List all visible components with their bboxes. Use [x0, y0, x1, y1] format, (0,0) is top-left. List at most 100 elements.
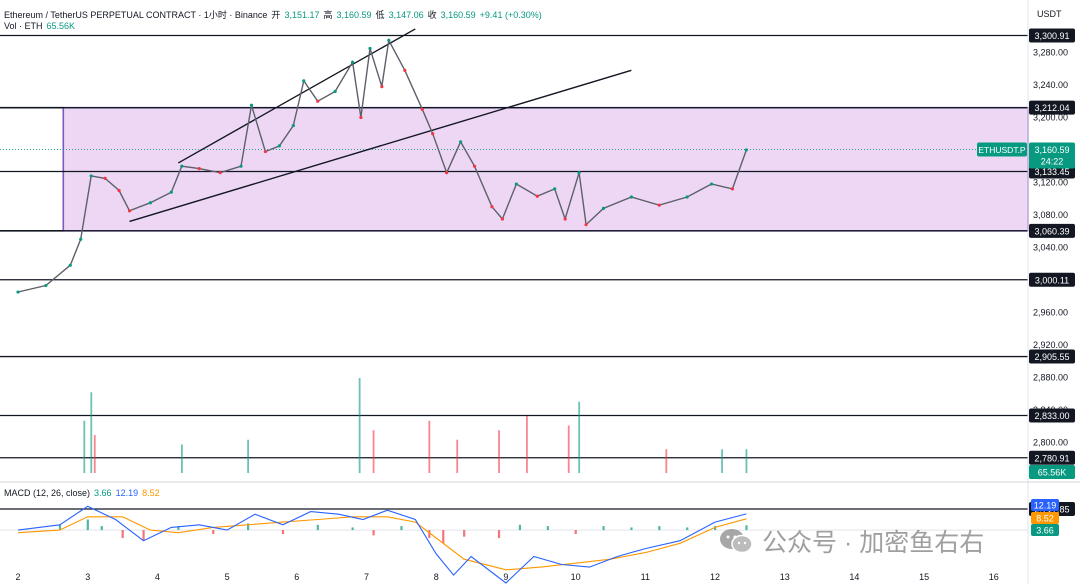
- x-tick-label: 7: [364, 572, 369, 582]
- price-point: [103, 176, 107, 180]
- price-point: [148, 201, 153, 205]
- open-value: 3,151.17: [284, 10, 320, 20]
- price-point: [127, 209, 132, 213]
- price-point: [709, 182, 714, 186]
- level-label-box: [1029, 349, 1075, 364]
- macd-hist-bar: [686, 527, 689, 531]
- price-point: [359, 115, 363, 120]
- level-label-box: [1029, 28, 1075, 43]
- level-label: 3,060.39: [1034, 226, 1069, 236]
- macd-hist-bar: [212, 530, 215, 535]
- macd-line-value: 12.19: [115, 488, 139, 498]
- macd-hist-bar: [372, 530, 375, 536]
- low-value: 3,147.06: [388, 10, 424, 20]
- level-label: 2,780.91: [1034, 453, 1069, 463]
- level-label-box: [1029, 450, 1075, 465]
- macd-hist-bar: [428, 530, 431, 539]
- watermark: 公众号 · 加密鱼右右: [718, 523, 984, 559]
- price-point: [218, 171, 222, 175]
- x-tick-label: 14: [849, 572, 859, 582]
- volume-bar: [90, 392, 93, 473]
- macd-hist-bar: [630, 527, 633, 531]
- macd-value-box: [1031, 524, 1059, 536]
- volume-header: Vol · ETH 65.56K: [4, 21, 79, 31]
- price-point: [553, 187, 557, 191]
- price-point: [249, 103, 254, 107]
- volume-bar: [372, 430, 375, 473]
- level-label: 2,905.55: [1034, 352, 1069, 362]
- price-point: [514, 182, 518, 186]
- price-point: [197, 167, 201, 171]
- macd-line: [17, 505, 747, 584]
- volume-bar: [665, 449, 668, 473]
- price-point: [685, 195, 689, 199]
- change-value: +9.41 (+0.30%): [479, 10, 542, 20]
- macd-hist-bar: [58, 524, 62, 531]
- price-point: [180, 164, 184, 168]
- volume-bar: [247, 439, 250, 473]
- currency-unit[interactable]: USDT: [1037, 9, 1062, 19]
- level-label-box: [1029, 408, 1075, 423]
- chart-header: Ethereum / TetherUS PERPETUAL CONTRACT ·…: [4, 8, 546, 21]
- macd-hist-bar: [142, 530, 145, 541]
- volume-bar: [358, 378, 361, 473]
- price-point: [472, 164, 477, 168]
- price-point: [44, 283, 48, 288]
- y-tick-label: 3,200.00: [1033, 112, 1068, 122]
- x-tick-label: 16: [989, 572, 999, 582]
- level-label-box: [1029, 100, 1075, 115]
- volume-label[interactable]: Vol · ETH: [4, 21, 43, 31]
- level-label: 3,300.91: [1034, 31, 1069, 41]
- price-point: [601, 206, 606, 210]
- trendline: [129, 69, 632, 223]
- level-label: 3,133.45: [1034, 167, 1069, 177]
- watermark-text: 公众号 · 加密鱼右右: [762, 529, 985, 557]
- macd-hist-bar: [714, 526, 717, 531]
- price-point: [368, 46, 372, 51]
- symbol-tag-box: [977, 142, 1027, 157]
- macd-value-box: [1031, 499, 1059, 511]
- volume-bar: [456, 439, 459, 473]
- price-point: [169, 190, 173, 194]
- price-point: [629, 195, 633, 199]
- price-point: [79, 237, 83, 241]
- volume-tag-box: [1029, 465, 1075, 479]
- volume-bar: [498, 430, 500, 473]
- price-point: [445, 171, 449, 175]
- macd-hist-bar: [400, 526, 403, 531]
- x-tick-label: 6: [294, 572, 299, 582]
- price-point: [380, 84, 384, 89]
- y-tick-label: 3,080.00: [1033, 210, 1068, 220]
- open-label: 开: [271, 10, 281, 20]
- price-point: [239, 164, 243, 168]
- price-point: [744, 148, 748, 152]
- price-point: [657, 203, 661, 207]
- volume-tag: 65.56K: [1038, 468, 1067, 478]
- x-tick-label: 5: [225, 572, 230, 582]
- volume-bar: [526, 416, 528, 473]
- price-point: [431, 132, 435, 136]
- symbol-title[interactable]: Ethereum / TetherUS PERPETUAL CONTRACT ·…: [4, 10, 268, 20]
- high-value: 3,160.59: [336, 10, 372, 20]
- x-tick-label: 13: [780, 572, 790, 582]
- price-point: [490, 205, 494, 209]
- volume-bar: [83, 420, 86, 473]
- macd-value-box: [1031, 512, 1059, 524]
- price-point: [500, 217, 505, 221]
- macd-label[interactable]: MACD (12, 26, close): [4, 488, 91, 498]
- countdown-label: 24:22: [1041, 156, 1064, 166]
- macd-value-label: 8.52: [1036, 514, 1054, 524]
- volume-value: 65.56K: [46, 21, 76, 31]
- y-tick-label: 3,040.00: [1033, 242, 1068, 252]
- price-point: [350, 60, 355, 64]
- price-point: [277, 144, 281, 148]
- price-point: [333, 89, 337, 94]
- volume-bar: [428, 420, 431, 473]
- macd-hist-bar: [546, 526, 549, 531]
- macd-hist-bar: [100, 526, 103, 531]
- volume-bar: [180, 444, 183, 473]
- macd-hist-bar: [463, 530, 466, 537]
- macd-hist-bar: [86, 519, 89, 531]
- symbol-tag: ETHUSDT.P: [978, 145, 1026, 155]
